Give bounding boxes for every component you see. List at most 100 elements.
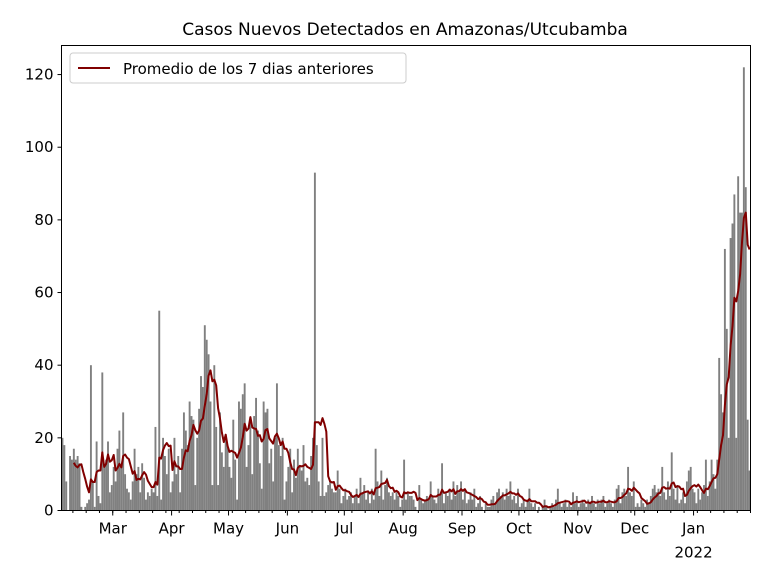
- bar: [503, 499, 506, 511]
- bar: [592, 503, 595, 511]
- bar: [435, 503, 438, 511]
- bar: [437, 488, 440, 511]
- bar: [659, 495, 662, 511]
- bar: [198, 408, 201, 511]
- bar: [108, 492, 111, 511]
- bar: [668, 495, 671, 511]
- bar: [387, 492, 390, 511]
- bar: [232, 419, 235, 511]
- y-tick-label: 40: [34, 356, 53, 374]
- x-tick-label: Sep: [448, 520, 476, 538]
- bar: [518, 506, 521, 511]
- bar: [63, 445, 66, 511]
- bar: [319, 495, 322, 511]
- bar: [739, 212, 742, 511]
- bar: [642, 503, 645, 511]
- bar: [105, 459, 108, 511]
- bar: [577, 506, 580, 511]
- bar: [84, 506, 87, 511]
- bar: [399, 506, 402, 511]
- bar: [258, 463, 261, 511]
- bar: [184, 430, 187, 511]
- bar: [634, 506, 637, 511]
- bar: [304, 481, 307, 511]
- bar: [454, 495, 457, 511]
- bar: [69, 456, 71, 511]
- bar: [70, 459, 73, 511]
- bar: [300, 470, 303, 511]
- bar: [625, 495, 628, 511]
- bar: [509, 481, 512, 511]
- bar: [513, 495, 516, 511]
- bar: [317, 481, 320, 511]
- bar: [114, 481, 117, 511]
- bar: [141, 463, 144, 511]
- bar: [323, 495, 326, 511]
- bar: [515, 503, 518, 511]
- bar: [325, 492, 328, 511]
- bar: [219, 412, 221, 511]
- bar: [499, 495, 502, 511]
- bar: [192, 419, 195, 511]
- bar: [722, 412, 724, 511]
- bar: [264, 412, 267, 511]
- bar: [619, 503, 622, 511]
- bar: [217, 485, 220, 511]
- bar: [587, 499, 590, 511]
- bar: [678, 503, 681, 511]
- bar: [118, 430, 121, 511]
- bar: [403, 459, 406, 511]
- bar: [648, 503, 650, 511]
- bar: [294, 477, 297, 511]
- bar: [344, 488, 347, 511]
- bar: [632, 481, 635, 511]
- bar: [230, 477, 233, 511]
- bar: [296, 448, 299, 511]
- bar: [727, 437, 730, 511]
- bar: [572, 492, 574, 511]
- bar: [611, 506, 614, 511]
- bar: [543, 499, 546, 511]
- bar: [530, 503, 533, 511]
- bar: [80, 506, 83, 511]
- bar: [162, 437, 164, 511]
- x-tick-label: Mar: [99, 520, 128, 538]
- bar: [353, 495, 356, 511]
- bar: [234, 459, 237, 511]
- bar: [412, 499, 415, 511]
- bar: [682, 492, 685, 511]
- bar: [691, 488, 694, 511]
- bar: [461, 499, 464, 511]
- bar: [156, 495, 159, 511]
- bar: [657, 488, 660, 511]
- bar: [589, 503, 592, 511]
- x-tick-label: May: [213, 520, 244, 538]
- bar: [203, 325, 206, 511]
- bar: [613, 499, 616, 511]
- bar: [173, 437, 176, 511]
- bar: [526, 499, 529, 511]
- bar: [443, 503, 445, 511]
- bar: [239, 408, 242, 511]
- bar: [410, 495, 413, 511]
- y-tick-label: 120: [25, 66, 54, 84]
- bar: [408, 495, 411, 511]
- bar: [186, 445, 189, 511]
- bar: [699, 499, 702, 511]
- bar: [247, 445, 250, 511]
- x-tick-label: Jun: [275, 520, 299, 538]
- bar: [424, 499, 426, 511]
- bar: [666, 481, 669, 511]
- bar: [741, 212, 743, 511]
- bar: [680, 499, 683, 511]
- bar: [154, 426, 157, 511]
- bar: [306, 477, 309, 511]
- bar: [444, 492, 447, 511]
- bar: [91, 481, 94, 511]
- bar: [636, 503, 639, 511]
- bar: [556, 488, 559, 511]
- bar: [241, 394, 244, 511]
- bar: [181, 448, 183, 511]
- bar: [467, 499, 470, 511]
